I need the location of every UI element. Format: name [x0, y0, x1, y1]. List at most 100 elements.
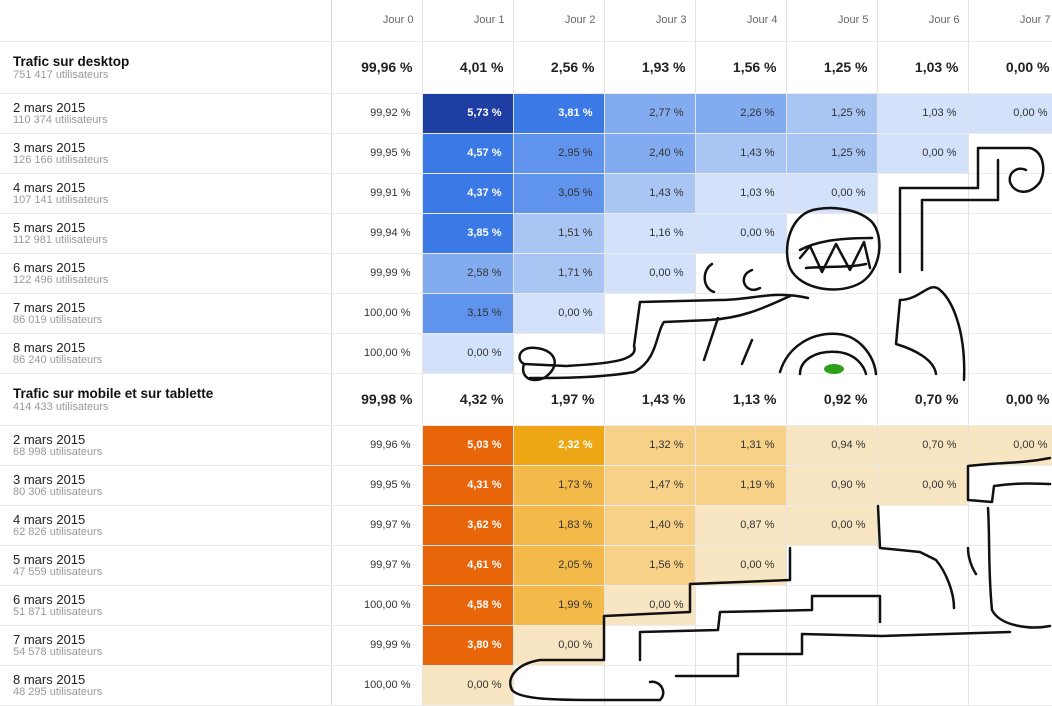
cohort-label: 4 mars 2015 107 141 utilisateurs	[0, 173, 332, 214]
cohort-date: 7 mars 2015	[13, 300, 86, 315]
cohort-date: 4 mars 2015	[13, 180, 86, 195]
day-header[interactable]: Jour 7	[968, 0, 1052, 42]
retention-cell: 0,00 %	[786, 173, 878, 214]
empty-cell	[968, 333, 1052, 374]
segment-total-cell: 99,96 %	[331, 41, 423, 94]
cohort-row[interactable]: 6 mars 2015 122 496 utilisateurs 99,99 % 2,…	[0, 253, 1052, 294]
retention-cell: 3,15 %	[422, 293, 514, 334]
empty-cell	[695, 293, 787, 334]
day-header[interactable]: Jour 2	[513, 0, 605, 42]
cohort-date: 3 mars 2015	[13, 472, 86, 487]
cohort-row[interactable]: 5 mars 2015 112 981 utilisateurs 99,94 % 3,…	[0, 213, 1052, 254]
cohort-row[interactable]: 2 mars 2015 68 998 utilisateurs 99,96 % 5,0…	[0, 425, 1052, 466]
day-header[interactable]: Jour 3	[604, 0, 696, 42]
empty-cell	[877, 213, 969, 254]
cohort-row[interactable]: 4 mars 2015 62 826 utilisateurs 99,97 % 3,6…	[0, 505, 1052, 546]
retention-cell: 1,99 %	[513, 585, 605, 626]
cohort-row[interactable]: 8 mars 2015 48 295 utilisateurs 100,00 % 0,…	[0, 665, 1052, 706]
empty-cell	[877, 333, 969, 374]
empty-cell	[877, 625, 969, 666]
retention-cell: 0,90 %	[786, 465, 878, 506]
segment-total-cell: 4,32 %	[422, 373, 514, 426]
cohort-row[interactable]: 7 mars 2015 54 578 utilisateurs 99,99 % 3,8…	[0, 625, 1052, 666]
cohort-date: 3 mars 2015	[13, 140, 86, 155]
retention-cell: 4,61 %	[422, 545, 514, 586]
retention-cell: 2,05 %	[513, 545, 605, 586]
empty-cell	[695, 625, 787, 666]
day-header[interactable]: Jour 0	[331, 0, 423, 42]
day-header[interactable]: Jour 6	[877, 0, 969, 42]
retention-cell: 99,95 %	[331, 465, 423, 506]
day-header[interactable]: Jour 1	[422, 0, 514, 42]
retention-cell: 0,00 %	[604, 253, 696, 294]
empty-cell	[968, 133, 1052, 174]
day-header-row: Jour 0 Jour 1 Jour 2 Jour 3 Jour 4 Jour …	[0, 0, 1052, 42]
cohort-row[interactable]: 4 mars 2015 107 141 utilisateurs 99,91 % 4,…	[0, 173, 1052, 214]
segment-title: Trafic sur desktop	[13, 53, 130, 69]
cohort-label: 6 mars 2015 122 496 utilisateurs	[0, 253, 332, 294]
cohort-row[interactable]: 3 mars 2015 80 306 utilisateurs 99,95 % 4,3…	[0, 465, 1052, 506]
cohort-date: 2 mars 2015	[13, 100, 86, 115]
cohort-date: 5 mars 2015	[13, 220, 86, 235]
empty-cell	[786, 665, 878, 706]
retention-cell: 0,94 %	[786, 425, 878, 466]
segment-total-cell: 1,13 %	[695, 373, 787, 426]
retention-cell: 3,85 %	[422, 213, 514, 254]
cohort-row[interactable]: 2 mars 2015 110 374 utilisateurs 99,92 % 5,…	[0, 93, 1052, 134]
empty-cell	[695, 333, 787, 374]
cohort-user-count: 47 559 utilisateurs	[13, 566, 103, 578]
retention-cell: 3,80 %	[422, 625, 514, 666]
day-header[interactable]: Jour 5	[786, 0, 878, 42]
retention-cell: 1,56 %	[604, 545, 696, 586]
retention-cell: 4,58 %	[422, 585, 514, 626]
retention-cell: 1,43 %	[695, 133, 787, 174]
cohort-label: 3 mars 2015 126 166 utilisateurs	[0, 133, 332, 174]
retention-cell: 99,97 %	[331, 505, 423, 546]
empty-cell	[877, 585, 969, 626]
empty-cell	[786, 545, 878, 586]
cohort-row[interactable]: 8 mars 2015 86 240 utilisateurs 100,00 % 0,…	[0, 333, 1052, 374]
empty-cell	[968, 253, 1052, 294]
cohort-date: 6 mars 2015	[13, 592, 86, 607]
retention-cell: 4,57 %	[422, 133, 514, 174]
retention-cell: 1,51 %	[513, 213, 605, 254]
cohort-row[interactable]: 3 mars 2015 126 166 utilisateurs 99,95 % 4,…	[0, 133, 1052, 174]
empty-cell	[513, 333, 605, 374]
retention-cell: 0,00 %	[422, 665, 514, 706]
retention-cell: 99,99 %	[331, 625, 423, 666]
empty-cell	[695, 665, 787, 706]
segment-total-cell: 1,03 %	[877, 41, 969, 94]
empty-cell	[786, 293, 878, 334]
empty-cell	[786, 585, 878, 626]
retention-cell: 99,96 %	[331, 425, 423, 466]
segment-total-cell: 1,25 %	[786, 41, 878, 94]
cohort-user-count: 110 374 utilisateurs	[13, 114, 108, 126]
empty-cell	[968, 585, 1052, 626]
retention-cell: 2,40 %	[604, 133, 696, 174]
retention-cell: 3,05 %	[513, 173, 605, 214]
retention-cell: 0,00 %	[695, 545, 787, 586]
empty-cell	[968, 545, 1052, 586]
cohort-row[interactable]: 5 mars 2015 47 559 utilisateurs 99,97 % 4,6…	[0, 545, 1052, 586]
day-header[interactable]: Jour 4	[695, 0, 787, 42]
retention-cell: 1,40 %	[604, 505, 696, 546]
retention-cell: 0,00 %	[877, 465, 969, 506]
cohort-label: 8 mars 2015 86 240 utilisateurs	[0, 333, 332, 374]
cohort-date: 4 mars 2015	[13, 512, 86, 527]
cohort-row[interactable]: 7 mars 2015 86 019 utilisateurs 100,00 % 3,…	[0, 293, 1052, 334]
empty-cell	[604, 665, 696, 706]
retention-cell: 99,91 %	[331, 173, 423, 214]
header-corner	[0, 0, 332, 42]
retention-cell: 5,73 %	[422, 93, 514, 134]
retention-cell: 100,00 %	[331, 665, 423, 706]
segment-summary-row: Trafic sur mobile et sur tablette 414 433…	[0, 373, 1052, 426]
cohort-row[interactable]: 6 mars 2015 51 871 utilisateurs 100,00 % 4,…	[0, 585, 1052, 626]
retention-cell: 2,26 %	[695, 93, 787, 134]
empty-cell	[877, 293, 969, 334]
cohort-label: 5 mars 2015 112 981 utilisateurs	[0, 213, 332, 254]
cohort-date: 5 mars 2015	[13, 552, 86, 567]
retention-cell: 99,97 %	[331, 545, 423, 586]
retention-cell: 2,95 %	[513, 133, 605, 174]
retention-cell: 1,32 %	[604, 425, 696, 466]
